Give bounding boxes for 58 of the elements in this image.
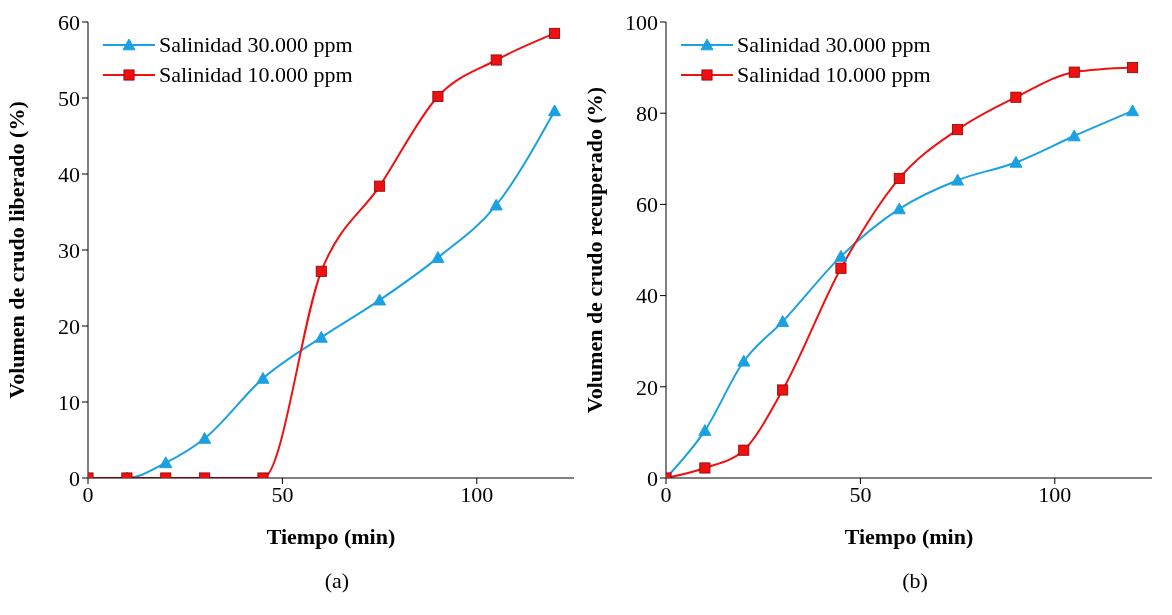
point [315, 265, 327, 277]
y-tick-label: 0 [69, 465, 80, 491]
text: (a) [323, 568, 351, 594]
point [777, 384, 789, 396]
y-tick-label: 10 [58, 389, 80, 415]
point [159, 456, 173, 469]
point [431, 251, 445, 263]
text: (b) [901, 568, 929, 594]
legend-label: Salinidad 10.000 ppm [737, 61, 931, 89]
y-tick-label: 20 [58, 313, 80, 339]
y-tick-label: 50 [58, 85, 80, 111]
y-tick-label: 40 [636, 283, 658, 309]
y-tick-label: 40 [58, 161, 80, 187]
point [432, 90, 444, 102]
y-axis-title: Volumen de crudo liberado (%) [3, 101, 29, 399]
point [893, 172, 905, 184]
point [1067, 129, 1081, 142]
x-tick-label: 50 [271, 481, 294, 507]
x-tick-label: 100 [1038, 481, 1072, 507]
point [1126, 104, 1140, 117]
point [737, 354, 751, 367]
y-tick-label: 60 [58, 9, 80, 35]
point [738, 444, 750, 456]
point [374, 180, 386, 192]
legend-label: Salinidad 30.000 ppm [159, 31, 353, 59]
point [892, 202, 906, 215]
y-tick-label: 60 [636, 192, 658, 218]
point [952, 124, 964, 136]
point [776, 315, 790, 327]
point [198, 431, 212, 444]
y-tick-label: 100 [625, 9, 658, 35]
point [489, 198, 503, 211]
point [834, 249, 848, 262]
point [699, 462, 711, 474]
point [373, 293, 387, 306]
point [548, 104, 562, 117]
y-tick-label: 0 [647, 465, 658, 491]
point [951, 173, 965, 186]
point [1127, 62, 1139, 74]
legend-label: Salinidad 10.000 ppm [159, 61, 353, 89]
point [835, 262, 847, 274]
point [314, 330, 328, 343]
x-axis-title: Tiempo (min) [266, 524, 396, 549]
point [1009, 155, 1023, 168]
point [549, 27, 561, 39]
x-tick-label: 50 [849, 481, 872, 507]
x-tick-label: 100 [460, 481, 494, 507]
y-tick-label: 30 [58, 237, 80, 263]
point [698, 424, 712, 436]
point [256, 371, 270, 384]
y-axis-title: Volumen de crudo recuperado (%) [581, 86, 607, 414]
point [1010, 91, 1022, 103]
legend-label: Salinidad 30.000 ppm [737, 31, 931, 59]
x-axis-title: Tiempo (min) [844, 524, 974, 549]
point [1068, 66, 1080, 78]
y-tick-label: 80 [636, 101, 658, 127]
point [490, 54, 502, 66]
y-tick-label: 20 [636, 374, 658, 400]
